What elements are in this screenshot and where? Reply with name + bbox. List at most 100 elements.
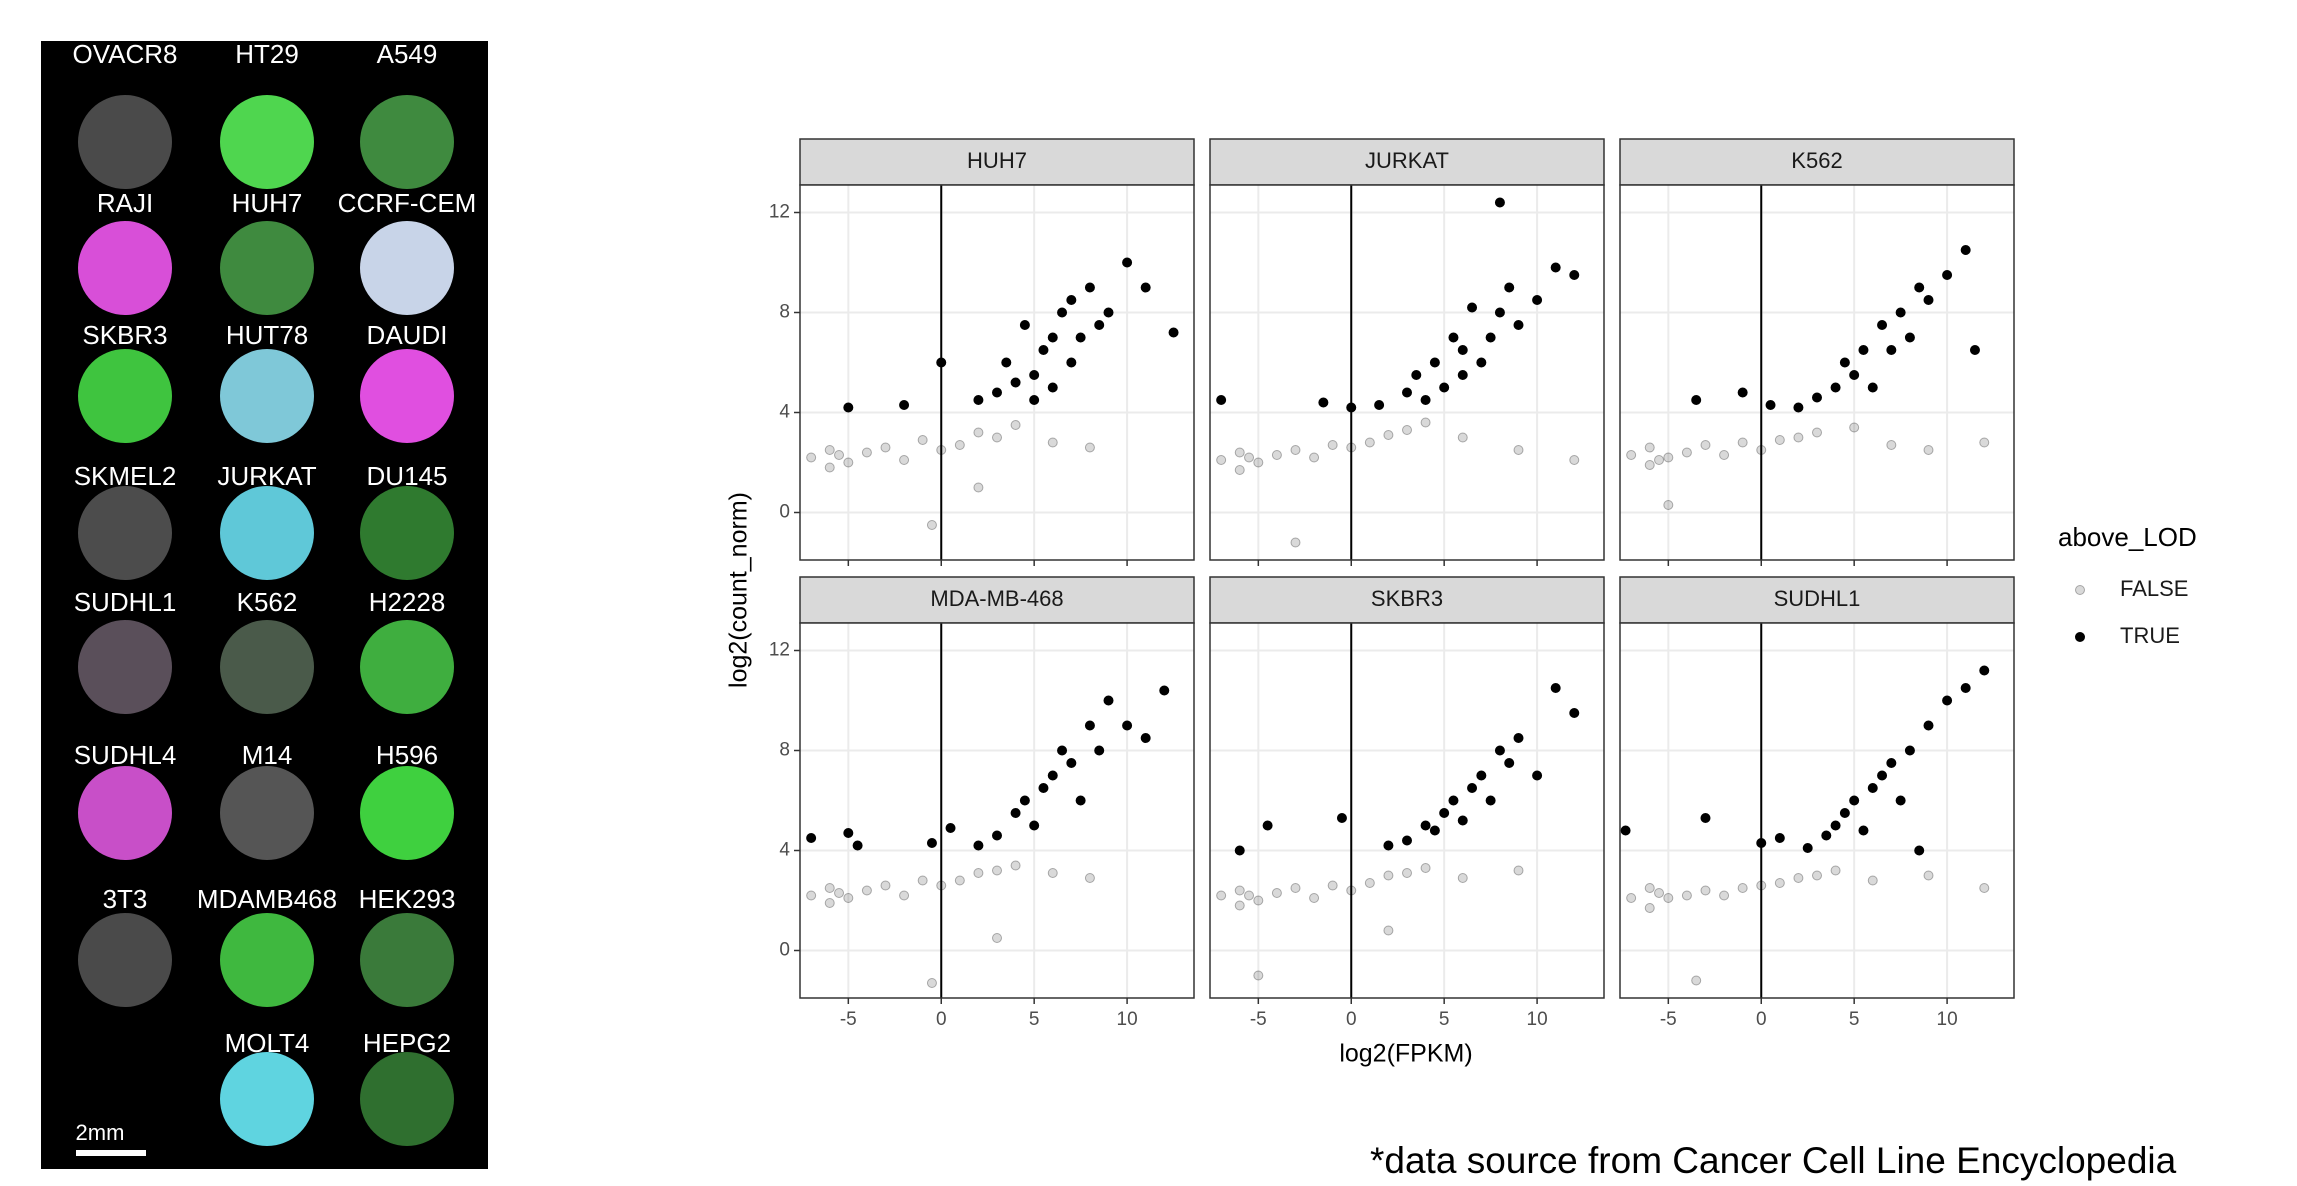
panel-border [1209, 622, 1605, 999]
point [834, 888, 845, 898]
point [1812, 392, 1822, 403]
footnote: *data source from Cancer Cell Line Encyc… [1370, 1140, 2177, 1181]
point [1700, 885, 1711, 896]
point [1001, 357, 1012, 368]
panel-background [1210, 623, 1604, 998]
point [1029, 820, 1040, 831]
well-label: HUT78 [226, 320, 308, 350]
point [1895, 307, 1906, 318]
well [220, 620, 314, 714]
point [843, 828, 854, 838]
strip [1209, 138, 1605, 186]
point [1513, 320, 1524, 330]
legend-title: above_LOD [2058, 522, 2197, 552]
point [1923, 445, 1934, 455]
point [1942, 695, 1953, 706]
well-label: SUDHL1 [74, 587, 177, 617]
point [824, 898, 835, 908]
point [1774, 435, 1785, 445]
point [1159, 685, 1170, 696]
point [1047, 332, 1058, 343]
point [1923, 870, 1934, 881]
point [1402, 425, 1412, 435]
panel-border [1619, 622, 2015, 999]
point [1140, 282, 1151, 293]
legend-marker [2075, 585, 2085, 595]
point [1038, 345, 1049, 355]
well-label: A549 [377, 39, 438, 69]
strip-title: SKBR3 [1371, 586, 1443, 611]
point [1914, 845, 1925, 856]
point [1467, 302, 1478, 313]
point [1374, 400, 1385, 410]
point [1402, 835, 1412, 846]
well [360, 766, 454, 860]
point [1979, 437, 1990, 448]
point [1644, 883, 1655, 893]
points [1620, 665, 1990, 986]
legend-label: FALSE [2120, 576, 2188, 601]
point [1904, 745, 1915, 756]
strip [1209, 576, 1605, 624]
well [78, 221, 172, 315]
point [1309, 893, 1320, 903]
point [880, 880, 891, 891]
point [1793, 402, 1804, 413]
point [1839, 357, 1850, 368]
point [1122, 720, 1133, 731]
well-label: DU145 [367, 461, 448, 491]
point [1569, 708, 1580, 718]
point [1691, 975, 1702, 986]
point [1654, 455, 1665, 465]
point [1429, 357, 1440, 368]
point [1504, 758, 1515, 768]
points [1216, 197, 1580, 548]
point [861, 885, 872, 896]
well-label: HEK293 [359, 884, 456, 914]
point [824, 462, 835, 473]
point [1010, 808, 1021, 818]
x-tick-label: 10 [1527, 1009, 1548, 1030]
well-label: DAUDI [367, 320, 448, 350]
panel-background [800, 185, 1194, 560]
wells: OVACR8 HT29 A549 RAJI HUH7 CCRF-CEM SKBR3 HUT78… [73, 39, 477, 1146]
x-tick-label: 5 [1439, 1009, 1450, 1030]
point [1244, 452, 1255, 463]
point [1812, 870, 1822, 881]
well-label: H2228 [369, 587, 446, 617]
point [843, 893, 854, 903]
point [1644, 460, 1655, 470]
well [78, 913, 172, 1007]
point [1457, 873, 1468, 883]
point [1849, 795, 1860, 806]
point [1084, 873, 1095, 883]
point [843, 402, 854, 413]
well [360, 95, 454, 189]
point [1140, 733, 1151, 743]
points [1626, 245, 1990, 510]
well [360, 221, 454, 315]
point [1830, 382, 1841, 393]
point [1886, 758, 1897, 768]
strip-title: SUDHL1 [1774, 586, 1861, 611]
point [1383, 840, 1394, 851]
point [1513, 865, 1524, 876]
point [824, 883, 835, 893]
point [926, 520, 937, 530]
point [1383, 925, 1394, 936]
point [1849, 422, 1860, 433]
point [1010, 377, 1021, 388]
well-label: CCRF-CEM [338, 188, 477, 218]
point [1904, 332, 1915, 343]
point [861, 447, 872, 458]
point [1290, 445, 1301, 455]
point [1168, 327, 1179, 338]
points [806, 685, 1170, 988]
point [1569, 270, 1580, 280]
point [992, 432, 1002, 443]
panel-background [800, 623, 1194, 998]
point [1485, 332, 1496, 343]
point [1979, 665, 1990, 676]
point [1457, 370, 1468, 380]
